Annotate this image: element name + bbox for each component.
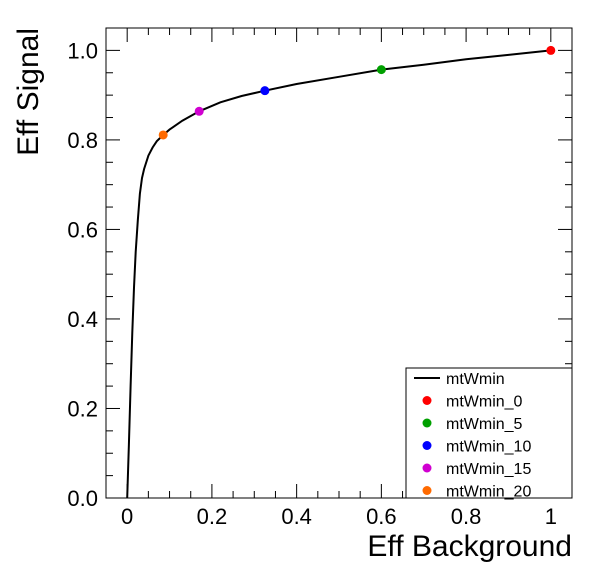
point-mtWmin_5	[376, 65, 386, 75]
legend-label: mtWmin_15	[446, 461, 531, 478]
x-tick-label: 0.6	[366, 504, 397, 529]
legend-marker-swatch	[422, 463, 432, 473]
point-mtWmin_0	[546, 45, 556, 55]
x-tick-label: 0.8	[451, 504, 482, 529]
y-tick-label: 0.8	[67, 128, 98, 153]
y-tick-label: 1.0	[67, 38, 98, 63]
legend-label: mtWmin_10	[446, 439, 531, 456]
x-tick-label: 1	[545, 504, 557, 529]
point-mtWmin_10	[260, 86, 270, 96]
legend-label: mtWmin_20	[446, 484, 531, 501]
y-tick-label: 0.0	[67, 486, 98, 511]
y-tick-label: 0.6	[67, 217, 98, 242]
y-tick-label: 0.2	[67, 396, 98, 421]
x-tick-label: 0.4	[281, 504, 312, 529]
legend-label: mtWmin_0	[446, 394, 523, 411]
legend-marker-swatch	[422, 441, 432, 450]
legend-box	[405, 367, 573, 499]
x-axis-label: Eff Background	[367, 530, 572, 563]
x-tick-label: 0.2	[197, 504, 228, 529]
x-tick-label: 0	[121, 504, 133, 529]
legend-marker-swatch	[422, 486, 432, 495]
y-axis-label: Eff Signal	[12, 28, 45, 156]
axis-tick-labels: 0 0.2 0.4 0.6 0.8 1 0.0 0.2 0.4 0.6 0.8 1.0	[67, 38, 557, 529]
point-mtWmin_20	[158, 130, 168, 140]
series-layer	[126, 45, 556, 499]
legend-label: mtWmin_5	[446, 416, 523, 433]
legend: mtWmin mtWmin_0 mtWmin_5 mtWmin_10 mtWmin_15…	[405, 367, 573, 501]
legend-label: mtWmin	[446, 371, 505, 388]
legend-marker-swatch	[422, 396, 432, 405]
y-tick-label: 0.4	[67, 307, 98, 332]
point-mtWmin_15	[194, 106, 204, 116]
legend-marker-swatch	[422, 418, 432, 428]
